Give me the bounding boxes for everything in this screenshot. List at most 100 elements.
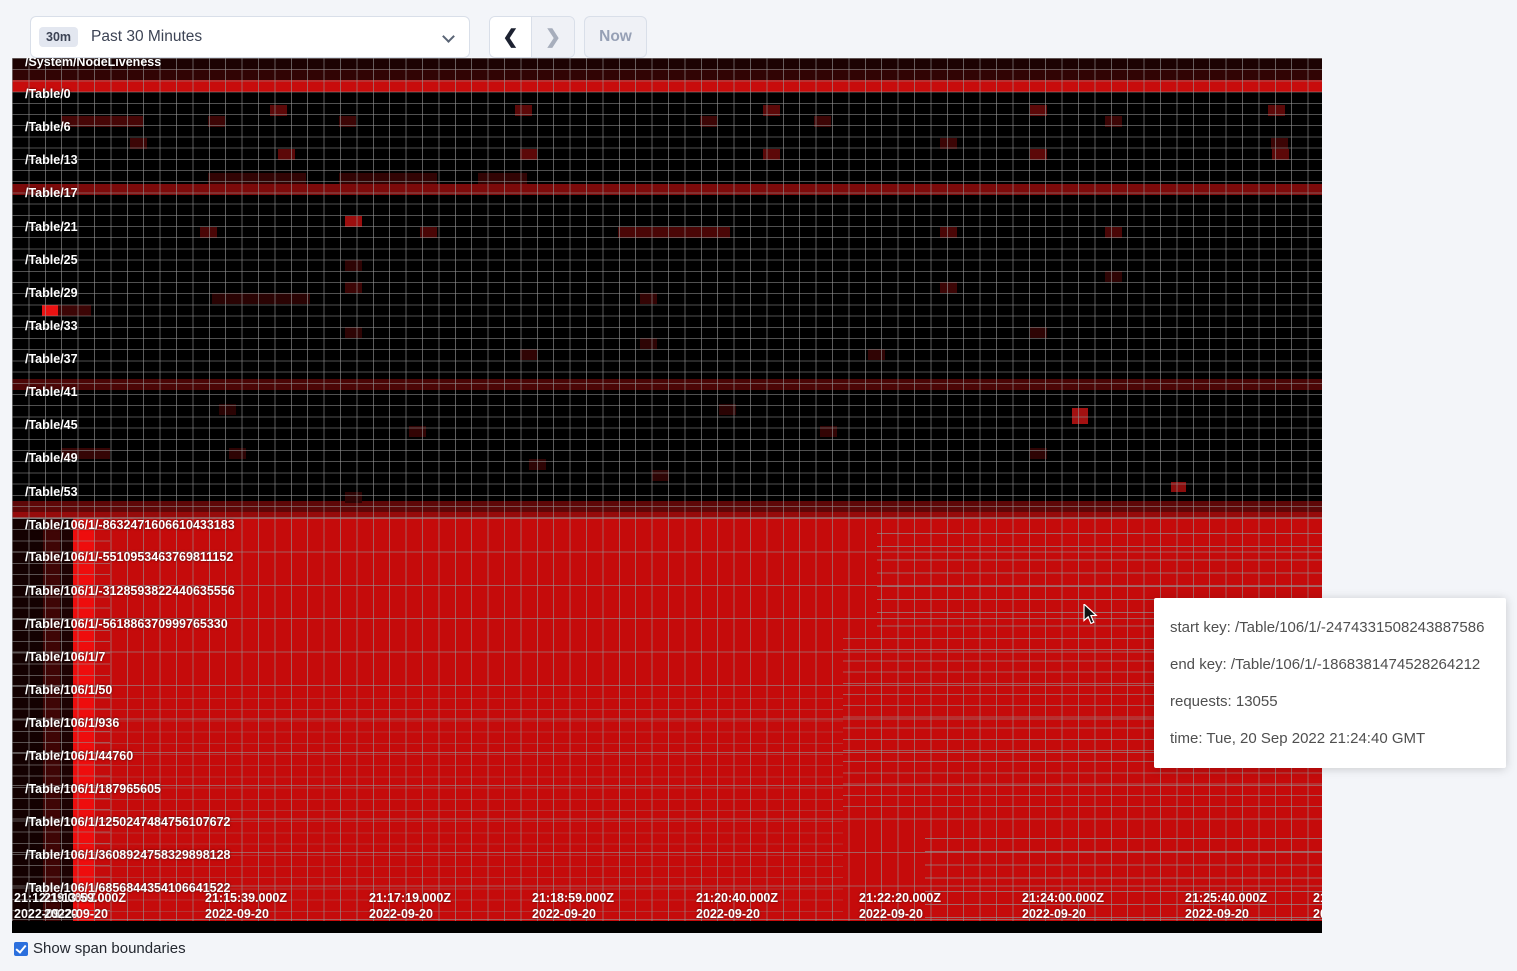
row-label: /Table/106/1/936 — [25, 716, 120, 730]
x-axis-tick: 21:15:39.000Z 2022-09-20 — [205, 890, 287, 922]
heatmap-cell — [212, 293, 310, 304]
chevron-left-icon: ❮ — [502, 26, 519, 48]
x-axis-tick: 21:13:59.000Z 2022-09-20 — [44, 890, 126, 922]
row-label: /Table/41 — [25, 385, 78, 399]
heatmap-cell — [12, 184, 1322, 195]
chevron-right-icon: ❯ — [545, 26, 561, 48]
row-label: /System/NodeLiveness — [25, 58, 162, 69]
row-label: /Table/106/1/50 — [25, 683, 113, 697]
heatmap-cell — [1105, 227, 1122, 238]
x-axis-tick: 21:24:00.000Z 2022-09-20 — [1022, 890, 1104, 922]
row-label: /Table/21 — [25, 220, 78, 234]
show-span-boundaries-label: Show span boundaries — [33, 940, 186, 957]
heatmap-cell — [1271, 138, 1288, 149]
row-label: /Table/106/1/7 — [25, 650, 106, 664]
row-label: /Table/106/1/-8632471606610433183 — [25, 518, 235, 532]
heatmap-cell — [409, 426, 426, 437]
heatmap-cell — [763, 149, 780, 160]
heatmap-cell — [940, 138, 957, 149]
row-label: /Table/45 — [25, 418, 78, 432]
heatmap-cell — [345, 492, 362, 503]
heatmap-cell — [618, 227, 730, 238]
row-label: /Table/53 — [25, 485, 78, 499]
heatmap-cell — [12, 69, 1322, 80]
x-axis-tick: 21:27:20.000Z 2022-09-20 — [1313, 890, 1322, 922]
heatmap-cell — [95, 518, 1322, 931]
x-axis-time: 21:25:40.000Z — [1185, 891, 1268, 905]
heatmap-cell — [208, 173, 306, 184]
row-label: /Table/106/1/1250247484756107672 — [25, 815, 231, 829]
x-axis-date: 2022-09-20 — [369, 907, 433, 921]
heatmap-cell — [719, 404, 736, 415]
heatmap-cell — [420, 227, 437, 238]
time-range-select[interactable]: 30m Past 30 Minutes — [30, 16, 470, 58]
x-axis-time: 21:27:20.000Z — [1313, 891, 1322, 905]
heatmap-cell — [219, 404, 236, 415]
x-axis-tick: 21:18:59.000Z 2022-09-20 — [532, 890, 614, 922]
row-label: /Table/106/1/187965605 — [25, 782, 161, 796]
heatmap-cell — [640, 293, 657, 304]
row-label: /Table/33 — [25, 319, 78, 333]
x-axis-time: 21:20:40.000Z — [696, 891, 779, 905]
x-axis-date: 2022-09-20 — [859, 907, 923, 921]
heatmap-cell — [868, 349, 885, 360]
heatmap-cell — [270, 105, 287, 116]
heatmap-cell — [1105, 116, 1122, 127]
x-axis-time: 21:17:19.000Z — [369, 891, 452, 905]
footer: Show span boundaries — [14, 940, 186, 957]
row-label: /Table/106/1/-3128593822440635556 — [25, 584, 235, 598]
show-span-boundaries-checkbox[interactable] — [14, 941, 28, 956]
heatmap-cell — [700, 116, 717, 127]
row-label: /Table/17 — [25, 186, 78, 200]
time-range-badge: 30m — [39, 27, 79, 47]
row-label: /Table/106/1/3608924758329898128 — [25, 848, 231, 862]
heatmap-cell — [200, 227, 217, 238]
mouse-cursor-icon — [1083, 604, 1098, 625]
heatmap-cell — [1272, 149, 1289, 160]
heatmap-cell — [278, 149, 295, 160]
row-label: /Table/106/1/44760 — [25, 749, 134, 763]
heatmap-cell — [208, 116, 225, 127]
row-label: /Table/25 — [25, 253, 78, 267]
x-axis-tick: 21:22:20.000Z 2022-09-20 — [859, 890, 941, 922]
heatmap-cell — [12, 379, 1322, 390]
back-button[interactable]: ❮ — [490, 17, 532, 57]
heatmap-cell — [640, 338, 657, 349]
now-button[interactable]: Now — [584, 16, 647, 58]
heatmap-cell — [12, 501, 1322, 512]
heatmap-cell — [940, 282, 957, 293]
heatmap-cell — [61, 116, 143, 127]
tooltip-end-key: end key: /Table/106/1/-18683814745282642… — [1170, 656, 1481, 673]
key-visualizer-canvas[interactable]: /System/NodeLiveness/Table/0/Table/6/Tab… — [12, 58, 1322, 933]
heatmap-cell — [478, 173, 527, 184]
x-axis-date: 2022-09-20 — [532, 907, 596, 921]
heatmap-cell — [345, 282, 362, 293]
row-label: /Table/49 — [25, 451, 78, 465]
x-axis-time: 21:15:39.000Z — [205, 891, 288, 905]
heatmap-cell — [814, 116, 831, 127]
forward-button[interactable]: ❯ — [532, 17, 574, 57]
heatmap-cell — [1268, 105, 1285, 116]
x-axis-date: 2022-09-20 — [1185, 907, 1249, 921]
grid-overlay-top — [12, 58, 1322, 518]
heatmap-cell — [1030, 105, 1047, 116]
heatmap-cell — [1030, 149, 1047, 160]
chevron-down-icon — [442, 30, 455, 43]
heatmap-cell — [345, 216, 362, 227]
tooltip-time: time: Tue, 20 Sep 2022 21:24:40 GMT — [1170, 730, 1426, 747]
row-label: /Table/13 — [25, 153, 78, 167]
tooltip-start-key: start key: /Table/106/1/-247433150824388… — [1170, 619, 1485, 636]
heatmap-cell — [1105, 271, 1122, 282]
heatmap-cell — [763, 105, 780, 116]
x-axis-tick: 21:17:19.000Z 2022-09-20 — [369, 890, 451, 922]
heatmap-cell — [339, 173, 437, 184]
tooltip-requests: requests: 13055 — [1170, 693, 1278, 710]
heatmap-cell — [529, 459, 546, 470]
heatmap-bottom-border — [12, 921, 1322, 933]
heatmap-cell — [1030, 448, 1047, 459]
x-axis-date: 2022-09-20 — [1022, 907, 1086, 921]
heatmap-cell — [345, 260, 362, 271]
heatmap-cell — [1171, 482, 1186, 492]
heatmap-cell — [820, 426, 837, 437]
